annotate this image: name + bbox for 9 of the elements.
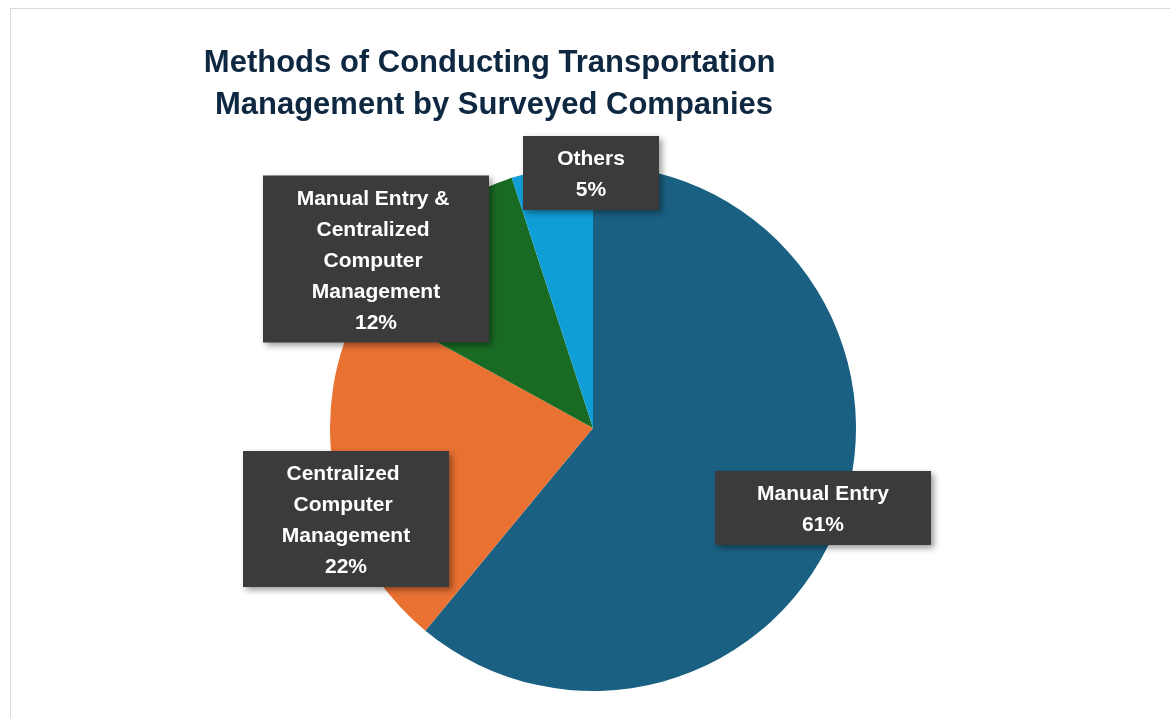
slice-label: Manual Entry & Centralized Computer Management bbox=[296, 185, 456, 302]
data-label: 22% bbox=[324, 554, 368, 577]
data-label: 5% bbox=[575, 177, 607, 200]
slice-label: Others bbox=[557, 146, 625, 169]
slice-label: Centralized Computer Management bbox=[281, 461, 411, 546]
data-label: 61% bbox=[801, 512, 845, 535]
chart-title: Methods of Conducting Transportation Management by Surveyed Companies bbox=[203, 43, 785, 121]
data-label: 12% bbox=[354, 309, 398, 333]
slice-label: Manual Entry bbox=[757, 481, 890, 504]
